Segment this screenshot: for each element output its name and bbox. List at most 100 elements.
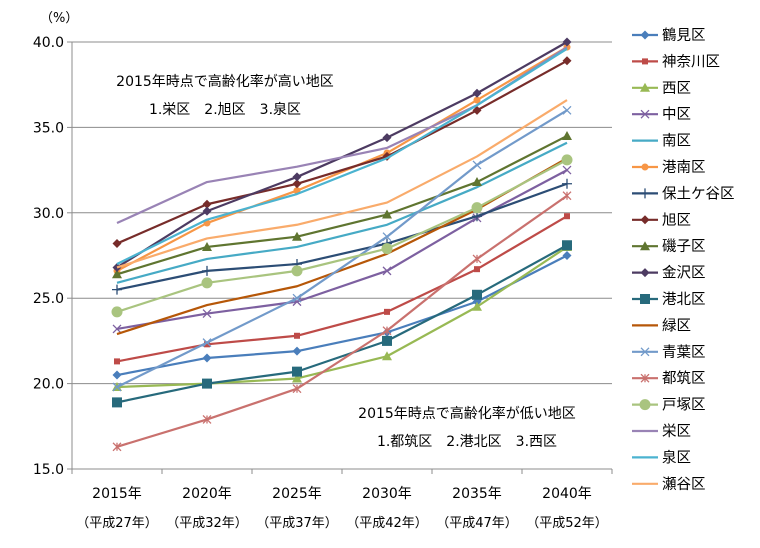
legend-label: 神奈川区 [662,53,720,70]
square-marker [114,358,120,365]
square-marker [382,335,392,346]
x-marker [112,382,122,392]
diamond-marker [562,56,572,66]
x-tick-sublabel: （平成37年） [256,516,338,531]
legend-label: 鶴見区 [662,27,706,44]
legend-item: 都筑区 [632,370,706,387]
legend-label: 瀬谷区 [662,476,706,493]
square-marker [642,58,648,65]
series-line [116,141,568,284]
x-tick-label: 2020年 [182,486,232,502]
legend-label: 旭区 [662,212,691,229]
series-line [116,109,568,389]
legend-item: 緑区 [632,317,691,334]
x-tick-sublabel: （平成27年） [76,516,158,531]
series-3 [112,165,572,334]
y-tick-label: 40.0 [33,35,64,51]
x-marker [562,191,572,201]
legend-item: 中区 [632,106,691,123]
legend-item: 港南区 [632,159,706,176]
triangle-marker [640,82,650,92]
triangle-marker [292,373,302,383]
annotation-ranking: 1.栄区 2.旭区 3.泉区 [149,101,301,118]
circle-marker [641,163,649,171]
legend-label: 保土ケ谷区 [662,185,735,202]
diamond-marker [562,37,572,47]
x-marker [382,266,392,276]
diamond-marker [472,88,482,98]
legend-item: 旭区 [632,212,691,229]
series-line [116,46,568,272]
series-10 [112,240,572,408]
legend-item: 青葉区 [632,344,706,361]
circle-marker [473,96,481,104]
series-6 [112,178,572,295]
triangle-marker [202,241,212,251]
series-line [116,246,568,389]
triangle-marker [640,241,650,251]
y-tick-label: 35.0 [33,120,64,136]
plus-marker [112,284,122,295]
y-tick-label: 25.0 [33,291,64,307]
x-tick-label: 2035年 [452,486,502,502]
x-tick-sublabel: （平成32年） [166,516,248,531]
legend-label: 中区 [662,106,691,123]
x-marker [202,309,212,319]
diamond-marker [112,239,122,249]
legend-label: 緑区 [662,317,691,334]
circle-marker [291,265,303,277]
y-tick-label: 20.0 [33,377,64,393]
series-line [116,99,568,269]
series-line [116,47,568,266]
diamond-marker [640,268,650,278]
legend-item: 保土ケ谷区 [632,185,735,202]
diamond-marker [640,215,650,225]
x-marker [472,160,482,170]
triangle-marker [382,351,392,361]
series-16 [116,47,568,266]
series-4 [116,141,568,284]
legend-label: 都筑区 [662,370,706,387]
series-line [116,194,568,448]
triangle-marker [112,269,122,279]
square-marker [292,366,302,377]
series-line [116,215,568,363]
diamond-marker [112,370,122,380]
legend-label: 磯子区 [662,238,706,255]
triangle-marker [292,231,302,241]
y-tick-label: 30.0 [33,206,64,222]
legend-item: 栄区 [632,423,691,440]
legend-item: 港北区 [632,291,706,308]
diamond-marker [640,30,650,40]
series-line [116,59,568,245]
series-line [116,158,568,313]
triangle-marker [472,177,482,187]
legend-label: 南区 [662,133,691,150]
triangle-marker [562,130,572,140]
legend-item: 神奈川区 [632,53,720,70]
x-tick-sublabel: （平成47年） [436,516,518,531]
square-marker [112,397,122,408]
x-tick-sublabel: （平成52年） [526,516,608,531]
x-marker [112,324,122,334]
legend-label: 栄区 [662,423,691,440]
square-marker [384,308,390,315]
square-marker [564,213,570,220]
annotation-title: 2015年時点で高齢化率が高い地区 [116,73,334,90]
x-tick-label: 2030年 [362,486,412,502]
series-17 [116,99,568,269]
circle-marker [111,306,123,318]
x-marker [640,347,650,357]
square-marker [472,289,482,300]
unit-label: （%） [40,11,78,26]
circle-marker [639,399,651,411]
triangle-marker [382,209,392,219]
diamond-marker [562,251,572,260]
legend-label: 西区 [662,81,691,97]
diamond-marker [202,206,212,216]
series-8 [112,130,572,279]
legend-label: 港北区 [662,291,706,308]
diamond-marker [382,133,392,143]
